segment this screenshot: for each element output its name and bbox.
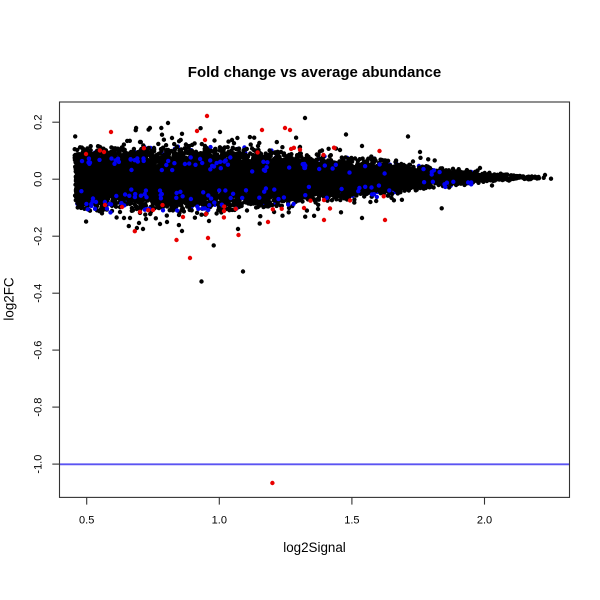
svg-text:1.5: 1.5 <box>344 515 359 527</box>
svg-text:-1.0: -1.0 <box>33 455 45 474</box>
svg-text:0.5: 0.5 <box>79 515 94 527</box>
svg-text:log2FC: log2FC <box>2 277 17 320</box>
svg-text:0.2: 0.2 <box>33 115 45 130</box>
svg-text:-0.4: -0.4 <box>33 284 45 303</box>
svg-text:2.0: 2.0 <box>477 515 492 527</box>
svg-text:Fold change vs average abundan: Fold change vs average abundance <box>188 64 441 81</box>
svg-text:log2Signal: log2Signal <box>283 540 346 555</box>
svg-text:-0.8: -0.8 <box>33 398 45 417</box>
svg-text:-0.2: -0.2 <box>33 227 45 246</box>
svg-text:1.0: 1.0 <box>212 515 227 527</box>
svg-text:-0.6: -0.6 <box>33 341 45 360</box>
svg-text:0.0: 0.0 <box>33 172 45 187</box>
